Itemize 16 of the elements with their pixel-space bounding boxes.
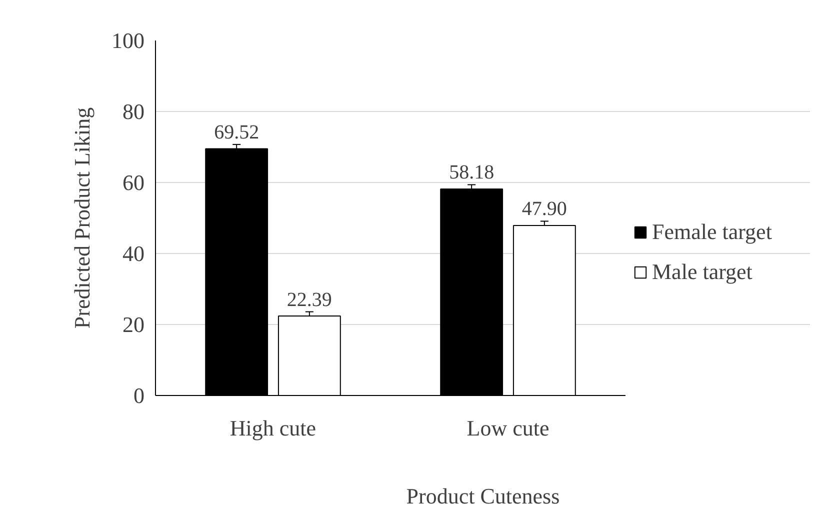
data-label: 47.90 bbox=[522, 198, 567, 220]
data-label: 22.39 bbox=[286, 288, 332, 311]
y-tick-label: 100 bbox=[112, 28, 144, 53]
data-label: 58.18 bbox=[449, 162, 494, 184]
y-tick-label: 40 bbox=[122, 241, 144, 266]
y-tick-label: 80 bbox=[122, 99, 144, 124]
data-label: 69.52 bbox=[214, 121, 260, 144]
x-tick-label: Low cute bbox=[466, 416, 550, 440]
y-tick-label: 0 bbox=[134, 383, 144, 408]
y-axis-title: Predicted Product Liking bbox=[70, 107, 94, 329]
legend-label: Female target bbox=[652, 219, 772, 245]
x-tick-label: High cute bbox=[230, 416, 316, 440]
y-tick-label: 60 bbox=[122, 170, 144, 195]
legend-label: Male target bbox=[652, 259, 752, 285]
y-tick-label: 20 bbox=[122, 312, 144, 337]
x-axis-title: Product Cuteness bbox=[406, 484, 560, 508]
